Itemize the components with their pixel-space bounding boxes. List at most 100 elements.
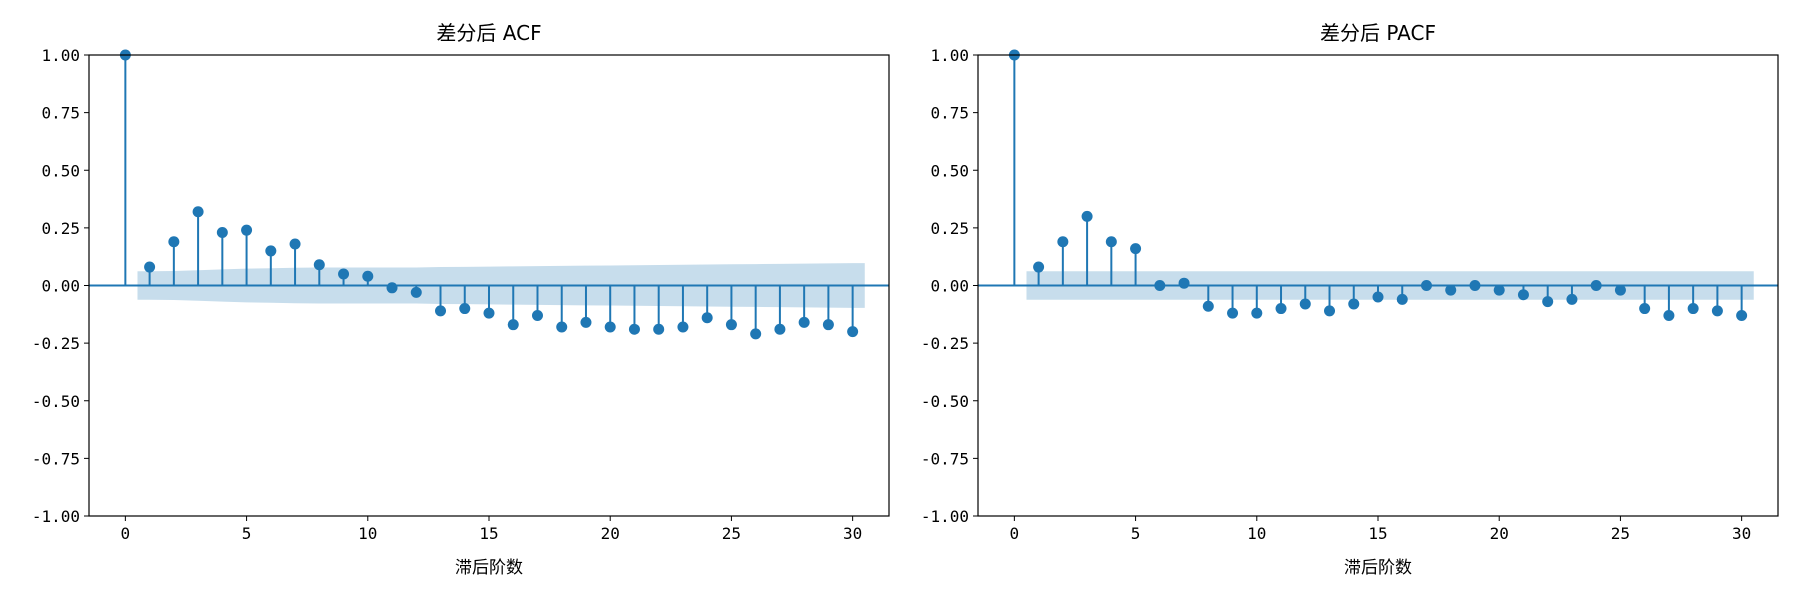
acf-marker-lag-15: [483, 307, 495, 319]
pacf-x-tick-label: 10: [1247, 524, 1266, 543]
pacf-marker-lag-6: [1154, 280, 1166, 291]
pacf-x-tick-label: 15: [1368, 524, 1387, 543]
pacf-marker-lag-24: [1590, 280, 1602, 291]
acf-y-tick-label: 0.50: [41, 161, 80, 180]
acf-x-tick-label: 0: [121, 524, 131, 543]
acf-marker-lag-28: [798, 316, 810, 328]
pacf-marker-lag-13: [1324, 305, 1336, 317]
pacf-marker-lag-26: [1639, 303, 1651, 315]
acf-y-tick-label: 0.75: [41, 104, 80, 123]
acf-marker-lag-27: [774, 323, 786, 335]
acf-marker-lag-17: [531, 309, 543, 321]
acf-y-tick-label: -1.00: [32, 507, 80, 526]
pacf-y-tick-label: -1.00: [921, 507, 969, 526]
acf-marker-lag-16: [507, 319, 519, 331]
pacf-y-tick-label: 0.75: [930, 104, 969, 123]
pacf-marker-lag-2: [1057, 236, 1069, 248]
pacf-marker-lag-28: [1687, 303, 1699, 315]
pacf-y-tick-label: 0.00: [930, 277, 969, 296]
pacf-marker-lag-16: [1396, 293, 1408, 305]
pacf-y-tick-label: 0.50: [930, 161, 969, 180]
acf-marker-lag-8: [313, 259, 325, 271]
pacf-x-tick-label: 5: [1131, 524, 1141, 543]
acf-marker-lag-18: [556, 321, 568, 333]
acf-title: 差分后 ACF: [436, 21, 541, 45]
pacf-y-tick-label: -0.75: [921, 449, 969, 468]
pacf-panel: 0 5 10 15 20 25 30 1.00 0.75 0.50 0.25 0.00 -0.25 -0…: [921, 21, 1779, 578]
pacf-marker-lag-1: [1033, 261, 1045, 273]
acf-marker-lag-7: [289, 238, 301, 250]
acf-y-tick-label: 0.25: [41, 219, 80, 238]
pacf-marker-lag-7: [1178, 277, 1190, 289]
acf-marker-lag-26: [750, 328, 762, 340]
pacf-x-axis-label: 滞后阶数: [1344, 558, 1412, 578]
pacf-marker-lag-19: [1469, 280, 1481, 291]
acf-y-tick-label: 0.00: [41, 277, 80, 296]
acf-x-axis-label: 滞后阶数: [455, 558, 523, 578]
pacf-marker-lag-4: [1105, 236, 1117, 248]
acf-marker-lag-5: [241, 224, 253, 236]
pacf-y-tick-label: -0.50: [921, 392, 969, 411]
pacf-marker-lag-18: [1445, 284, 1457, 296]
acf-x-tick-label: 5: [242, 524, 252, 543]
acf-marker-lag-12: [410, 286, 422, 298]
pacf-marker-lag-21: [1517, 289, 1529, 301]
acf-marker-lag-9: [338, 268, 350, 280]
acf-x-tick-label: 25: [722, 524, 741, 543]
pacf-title: 差分后 PACF: [1320, 21, 1436, 45]
pacf-marker-lag-5: [1130, 243, 1142, 255]
pacf-marker-lag-23: [1566, 293, 1578, 305]
acf-marker-lag-3: [192, 206, 204, 218]
pacf-marker-lag-27: [1663, 309, 1675, 321]
pacf-x-tick-label: 25: [1611, 524, 1630, 543]
pacf-marker-lag-29: [1711, 305, 1723, 317]
acf-marker-lag-10: [362, 270, 374, 282]
acf-x-tick-label: 10: [358, 524, 377, 543]
acf-marker-lag-1: [144, 261, 156, 273]
pacf-marker-lag-3: [1081, 210, 1093, 222]
acf-y-tick-label: -0.75: [32, 449, 80, 468]
acf-marker-lag-6: [265, 245, 277, 257]
acf-marker-lag-4: [216, 226, 228, 238]
acf-marker-lag-21: [628, 323, 640, 335]
acf-marker-lag-23: [677, 321, 689, 333]
acf-y-tick-label: 1.00: [41, 46, 80, 65]
pacf-marker-lag-10: [1251, 307, 1263, 319]
pacf-y-tick-label: -0.25: [921, 334, 969, 353]
acf-marker-lag-11: [386, 282, 398, 294]
pacf-marker-lag-17: [1420, 280, 1432, 291]
acf-marker-lag-13: [435, 305, 447, 317]
pacf-x-tick-label: 20: [1490, 524, 1509, 543]
acf-x-tick-label: 20: [601, 524, 620, 543]
acf-marker-lag-2: [168, 236, 180, 248]
acf-marker-lag-25: [725, 319, 737, 331]
acf-marker-lag-24: [701, 312, 713, 324]
acf-marker-lag-29: [822, 319, 834, 331]
pacf-x-tick-label: 0: [1010, 524, 1020, 543]
acf-y-tick-label: -0.50: [32, 392, 80, 411]
pacf-marker-lag-12: [1299, 298, 1311, 310]
pacf-marker-lag-9: [1227, 307, 1239, 319]
pacf-marker-lag-22: [1542, 296, 1554, 308]
pacf-y-tick-label: 1.00: [930, 46, 969, 65]
pacf-x-tick-label: 30: [1732, 524, 1751, 543]
acf-y-tick-label: -0.25: [32, 334, 80, 353]
acf-x-tick-label: 30: [843, 524, 862, 543]
acf-marker-lag-20: [604, 321, 616, 333]
pacf-marker-lag-11: [1275, 303, 1287, 315]
pacf-marker-lag-20: [1493, 284, 1505, 296]
pacf-marker-lag-8: [1202, 300, 1214, 312]
acf-marker-lag-14: [459, 303, 471, 315]
pacf-marker-lag-14: [1348, 298, 1360, 310]
acf-marker-lag-19: [580, 316, 592, 328]
pacf-marker-lag-25: [1614, 284, 1626, 296]
acf-panel: 0 5 10 15 20 25 30 1.00 0.75 0.50 0.25 0.00 -0.25 -0…: [32, 21, 890, 578]
pacf-marker-lag-30: [1736, 309, 1748, 321]
acf-marker-lag-30: [847, 326, 859, 338]
acf-x-tick-label: 15: [479, 524, 498, 543]
acf-marker-lag-22: [653, 323, 665, 335]
pacf-y-tick-label: 0.25: [930, 219, 969, 238]
pacf-marker-lag-15: [1372, 291, 1384, 303]
